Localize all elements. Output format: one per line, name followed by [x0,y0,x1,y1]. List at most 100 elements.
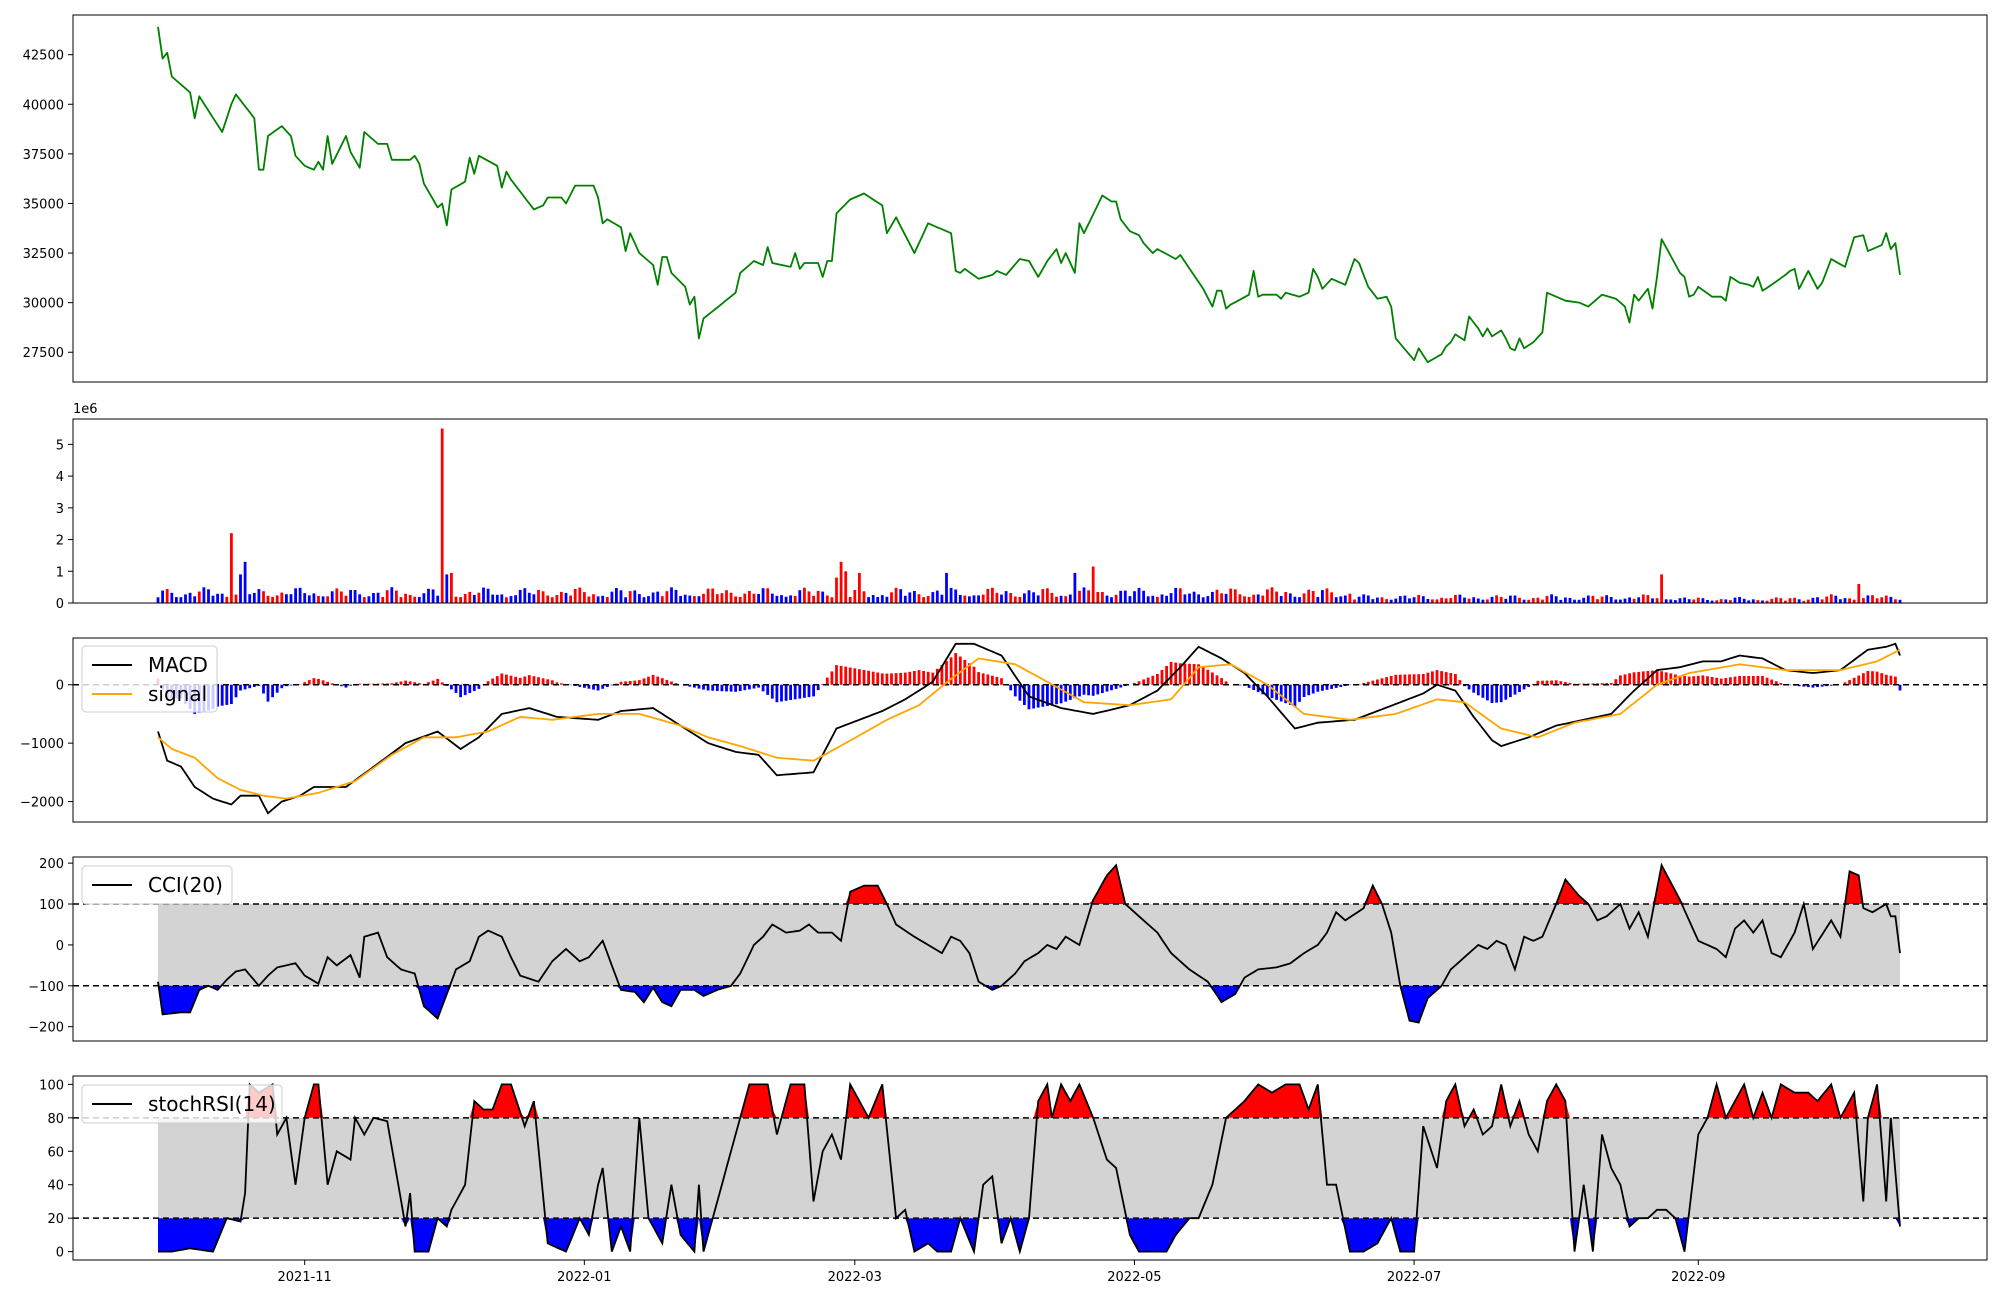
volume-bar [353,590,357,603]
macd-histogram-bar [995,676,999,685]
macd-histogram-bar [880,673,884,685]
macd-histogram-bar [1655,670,1659,685]
volume-bar [344,595,348,603]
macd-histogram-bar [399,681,403,685]
cci-y-tick-label: 100 [39,898,64,913]
macd-histogram-bar [1765,677,1769,685]
macd-histogram-bar [1486,684,1489,701]
volume-bar [968,596,971,603]
volume-bar [243,561,247,603]
volume-bar [280,592,284,603]
macd-histogram-bar [1096,684,1100,695]
macd-histogram-bar [1527,684,1531,687]
volume-bar [633,590,637,603]
volume-bar [317,595,320,603]
macd-histogram-bar [1160,670,1164,685]
macd-histogram-bar [1000,678,1003,685]
volume-bar [647,596,650,603]
volume-bar [500,594,504,603]
volume-bar [234,594,238,603]
volume-y-tick-label: 3 [56,502,64,517]
macd-histogram-bar [537,677,540,685]
volume-bar [807,591,811,603]
x-tick-label: 2022-01 [557,1270,611,1285]
volume-bar [1683,597,1686,603]
macd-histogram-bar [1591,683,1595,685]
macd-histogram-bar [1018,684,1022,701]
macd-histogram-bar [812,684,815,697]
volume-bar [349,590,352,603]
macd-y-tick-label: −2000 [20,796,64,811]
volume-bar [958,595,962,603]
macd-histogram-bar [303,682,307,685]
cci-panel: 200 100 0 −100 −200 CCI(20) [28,856,1988,1042]
macd-histogram-bar [1683,676,1686,685]
macd-histogram-bar [1696,675,1700,685]
volume-bar [564,592,568,603]
volume-bar [385,590,389,603]
volume-bar [202,587,206,603]
macd-histogram-bar [1201,667,1205,685]
macd-histogram-bar [239,684,242,691]
macd-histogram-bar [1614,679,1618,685]
macd-histogram-bar [326,681,329,685]
volume-axes-frame [72,418,1988,604]
macd-histogram-bar [821,683,825,685]
macd-histogram-bar [266,684,270,702]
volume-bar [307,595,311,603]
macd-histogram-bar [1380,678,1384,685]
volume-bar [1435,599,1439,603]
volume-bar [1806,599,1810,603]
macd-histogram-bar [1036,684,1040,708]
volume-bar [257,589,261,603]
macd-histogram-bar [1394,674,1398,685]
volume-bar [706,588,710,603]
volume-bar [1243,596,1246,603]
macd-histogram-bar [1032,684,1035,709]
macd-histogram-bar [1898,684,1902,691]
volume-bar [1123,590,1127,603]
volume-bar [1293,596,1297,603]
volume-bar [1486,599,1489,603]
macd-histogram-bar [1339,684,1343,687]
volume-bar [821,591,825,603]
price-y-tick-label: 42500 [23,49,64,64]
macd-histogram-bar [738,684,742,692]
volume-bar [573,589,577,603]
volume-bar [1811,597,1815,603]
volume-bar [725,590,728,603]
macd-histogram-bar [903,672,907,685]
macd-histogram-bar [1307,684,1311,696]
volume-y-tick-label: 0 [56,597,64,612]
macd-axes-frame [72,637,1988,823]
macd-histogram-bar [1403,674,1407,685]
volume-bar [1169,593,1173,603]
x-tick-label: 2021-11 [278,1270,332,1285]
stochrsi-y-tick-label: 20 [47,1212,64,1227]
volume-bar [1518,597,1521,603]
macd-histogram-bar [1023,684,1026,705]
volume-bar [156,597,160,603]
macd-histogram-bar [977,672,980,685]
volume-bar [812,595,815,603]
volume-bar [1573,599,1576,603]
macd-histogram-bar [1706,676,1709,685]
volume-bar [610,591,614,603]
volume-bar [523,588,527,603]
volume-bar [170,592,174,603]
macd-histogram-bar [656,676,660,685]
volume-bar [560,591,563,603]
volume-bar [1128,596,1132,603]
stochrsi-y-tick-label: 60 [47,1145,64,1160]
volume-bar [1059,595,1063,603]
stochrsi-legend-box [81,1084,283,1124]
volume-bar [1715,600,1719,603]
macd-histogram-bar [1797,684,1801,687]
macd-histogram-bar [344,684,348,688]
macd-histogram-bar [605,684,609,687]
macd-histogram-bar [1889,675,1893,685]
macd-histogram-bar [876,672,880,685]
macd-histogram-bar [1101,684,1104,693]
volume-bar [683,594,687,603]
volume-bar [372,593,375,603]
